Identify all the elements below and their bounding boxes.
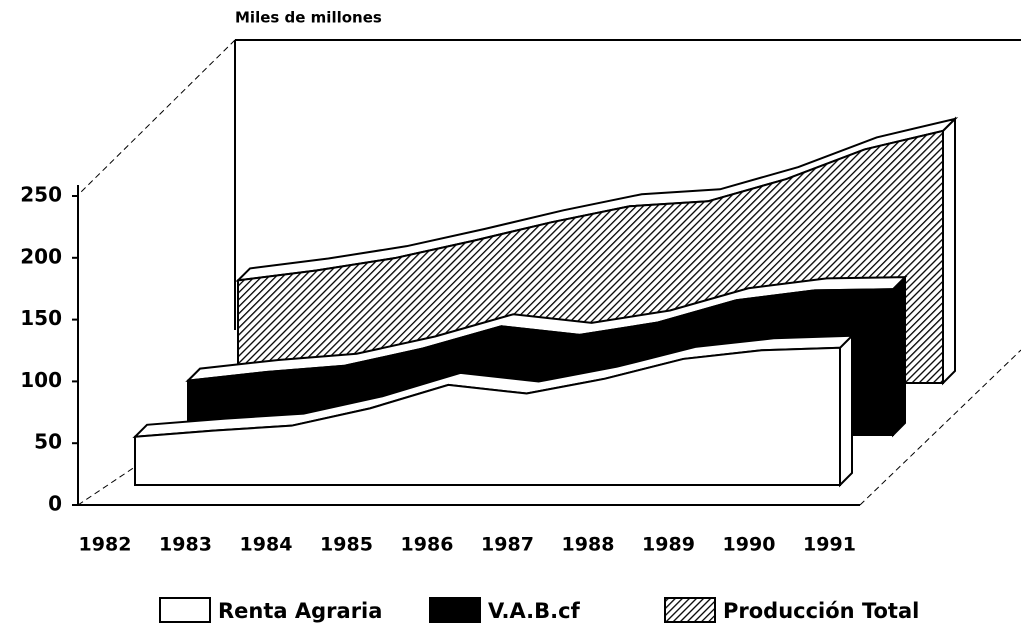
y-tick-label: 250 (20, 183, 62, 207)
x-tick-label: 1983 (159, 534, 212, 556)
x-tick-label: 1991 (803, 534, 856, 556)
y-tick-label: 200 (20, 244, 62, 268)
legend-label: Producción Total (723, 599, 919, 623)
x-tick-label: 1986 (401, 534, 454, 556)
side-face (942, 116, 956, 386)
area (134, 346, 841, 486)
x-tick-label: 1985 (320, 534, 373, 556)
legend-swatch (429, 597, 481, 623)
y-tick-label: 0 (48, 492, 62, 516)
y-tick-label: 150 (20, 306, 62, 330)
x-tick-label: 1989 (642, 534, 695, 556)
legend-label: Renta Agraria (218, 599, 382, 623)
x-tick-label: 1990 (723, 534, 776, 556)
side-face (892, 274, 906, 438)
y-tick-label: 100 (20, 368, 62, 392)
y-tick-label: 50 (34, 430, 62, 454)
axis-title: Miles de millones (235, 9, 382, 27)
legend-swatch (159, 597, 211, 623)
x-tick-label: 1982 (79, 534, 132, 556)
legend-swatch (664, 597, 716, 623)
legend-label: V.A.B.cf (488, 599, 581, 623)
x-tick-label: 1988 (562, 534, 615, 556)
x-tick-label: 1984 (240, 534, 293, 556)
x-tick-label: 1987 (481, 534, 534, 556)
side-face (839, 333, 853, 488)
